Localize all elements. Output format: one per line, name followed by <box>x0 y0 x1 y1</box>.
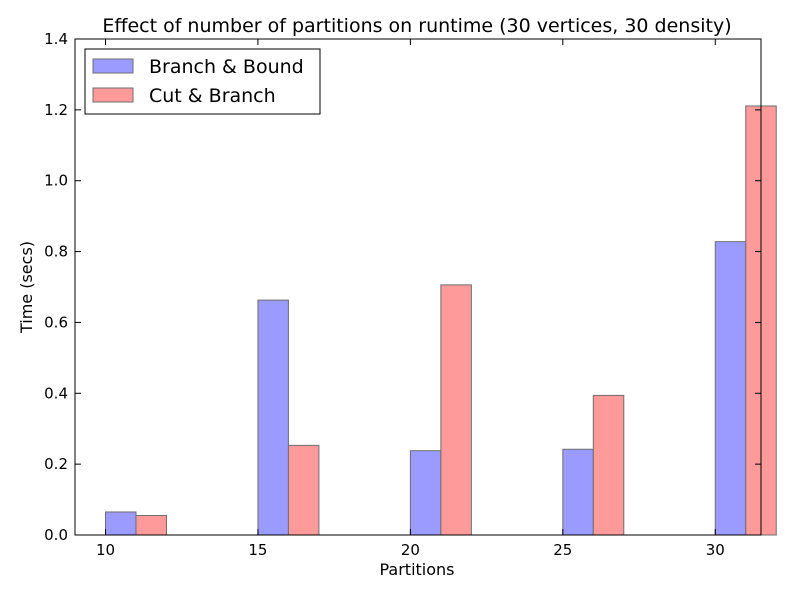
x-axis-label: Partitions <box>379 560 454 579</box>
y-tick-label: 0.0 <box>44 526 68 544</box>
y-tick-label: 1.4 <box>44 30 68 48</box>
bar-branch-bound-15 <box>257 299 289 536</box>
bar-branch-bound-30 <box>714 241 747 536</box>
chart-title: Effect of number of partitions on runtim… <box>102 15 731 37</box>
y-tick-label: 0.2 <box>44 455 68 473</box>
x-tick-label: 30 <box>706 541 725 559</box>
legend-label: Cut & Branch <box>149 85 276 107</box>
legend-label: Branch & Bound <box>149 56 304 78</box>
y-axis-label: Time (secs) <box>17 241 36 334</box>
legend-swatch <box>92 58 134 74</box>
x-tick-label: 25 <box>553 541 572 559</box>
x-tick-label: 15 <box>248 541 267 559</box>
y-tick-label: 1.2 <box>44 101 68 119</box>
y-tick-label: 0.4 <box>44 384 68 402</box>
bar-branch-bound-20 <box>409 450 442 536</box>
legend-swatch <box>92 87 134 103</box>
y-tick-label: 1.0 <box>44 172 68 190</box>
bar-cut-branch-15 <box>287 444 320 536</box>
bars-layer <box>104 105 777 536</box>
bar-cut-branch-20 <box>440 284 472 536</box>
bar-cut-branch-10 <box>135 515 167 536</box>
ticks-layer: 0.0 0.2 0.4 0.6 0.8 1.0 1.2 1.4 10 15 20 25 30 <box>44 30 761 559</box>
bar-branch-bound-25 <box>562 448 594 536</box>
bar-cut-branch-25 <box>592 394 625 536</box>
legend: Branch & Bound Cut & Branch <box>84 48 321 115</box>
y-tick-label: 0.8 <box>44 243 68 261</box>
bar-branch-bound-10 <box>104 511 137 536</box>
x-tick-label: 20 <box>401 541 420 559</box>
y-tick-label: 0.6 <box>44 313 68 331</box>
x-tick-label: 10 <box>96 541 115 559</box>
plot-frame <box>74 38 762 536</box>
